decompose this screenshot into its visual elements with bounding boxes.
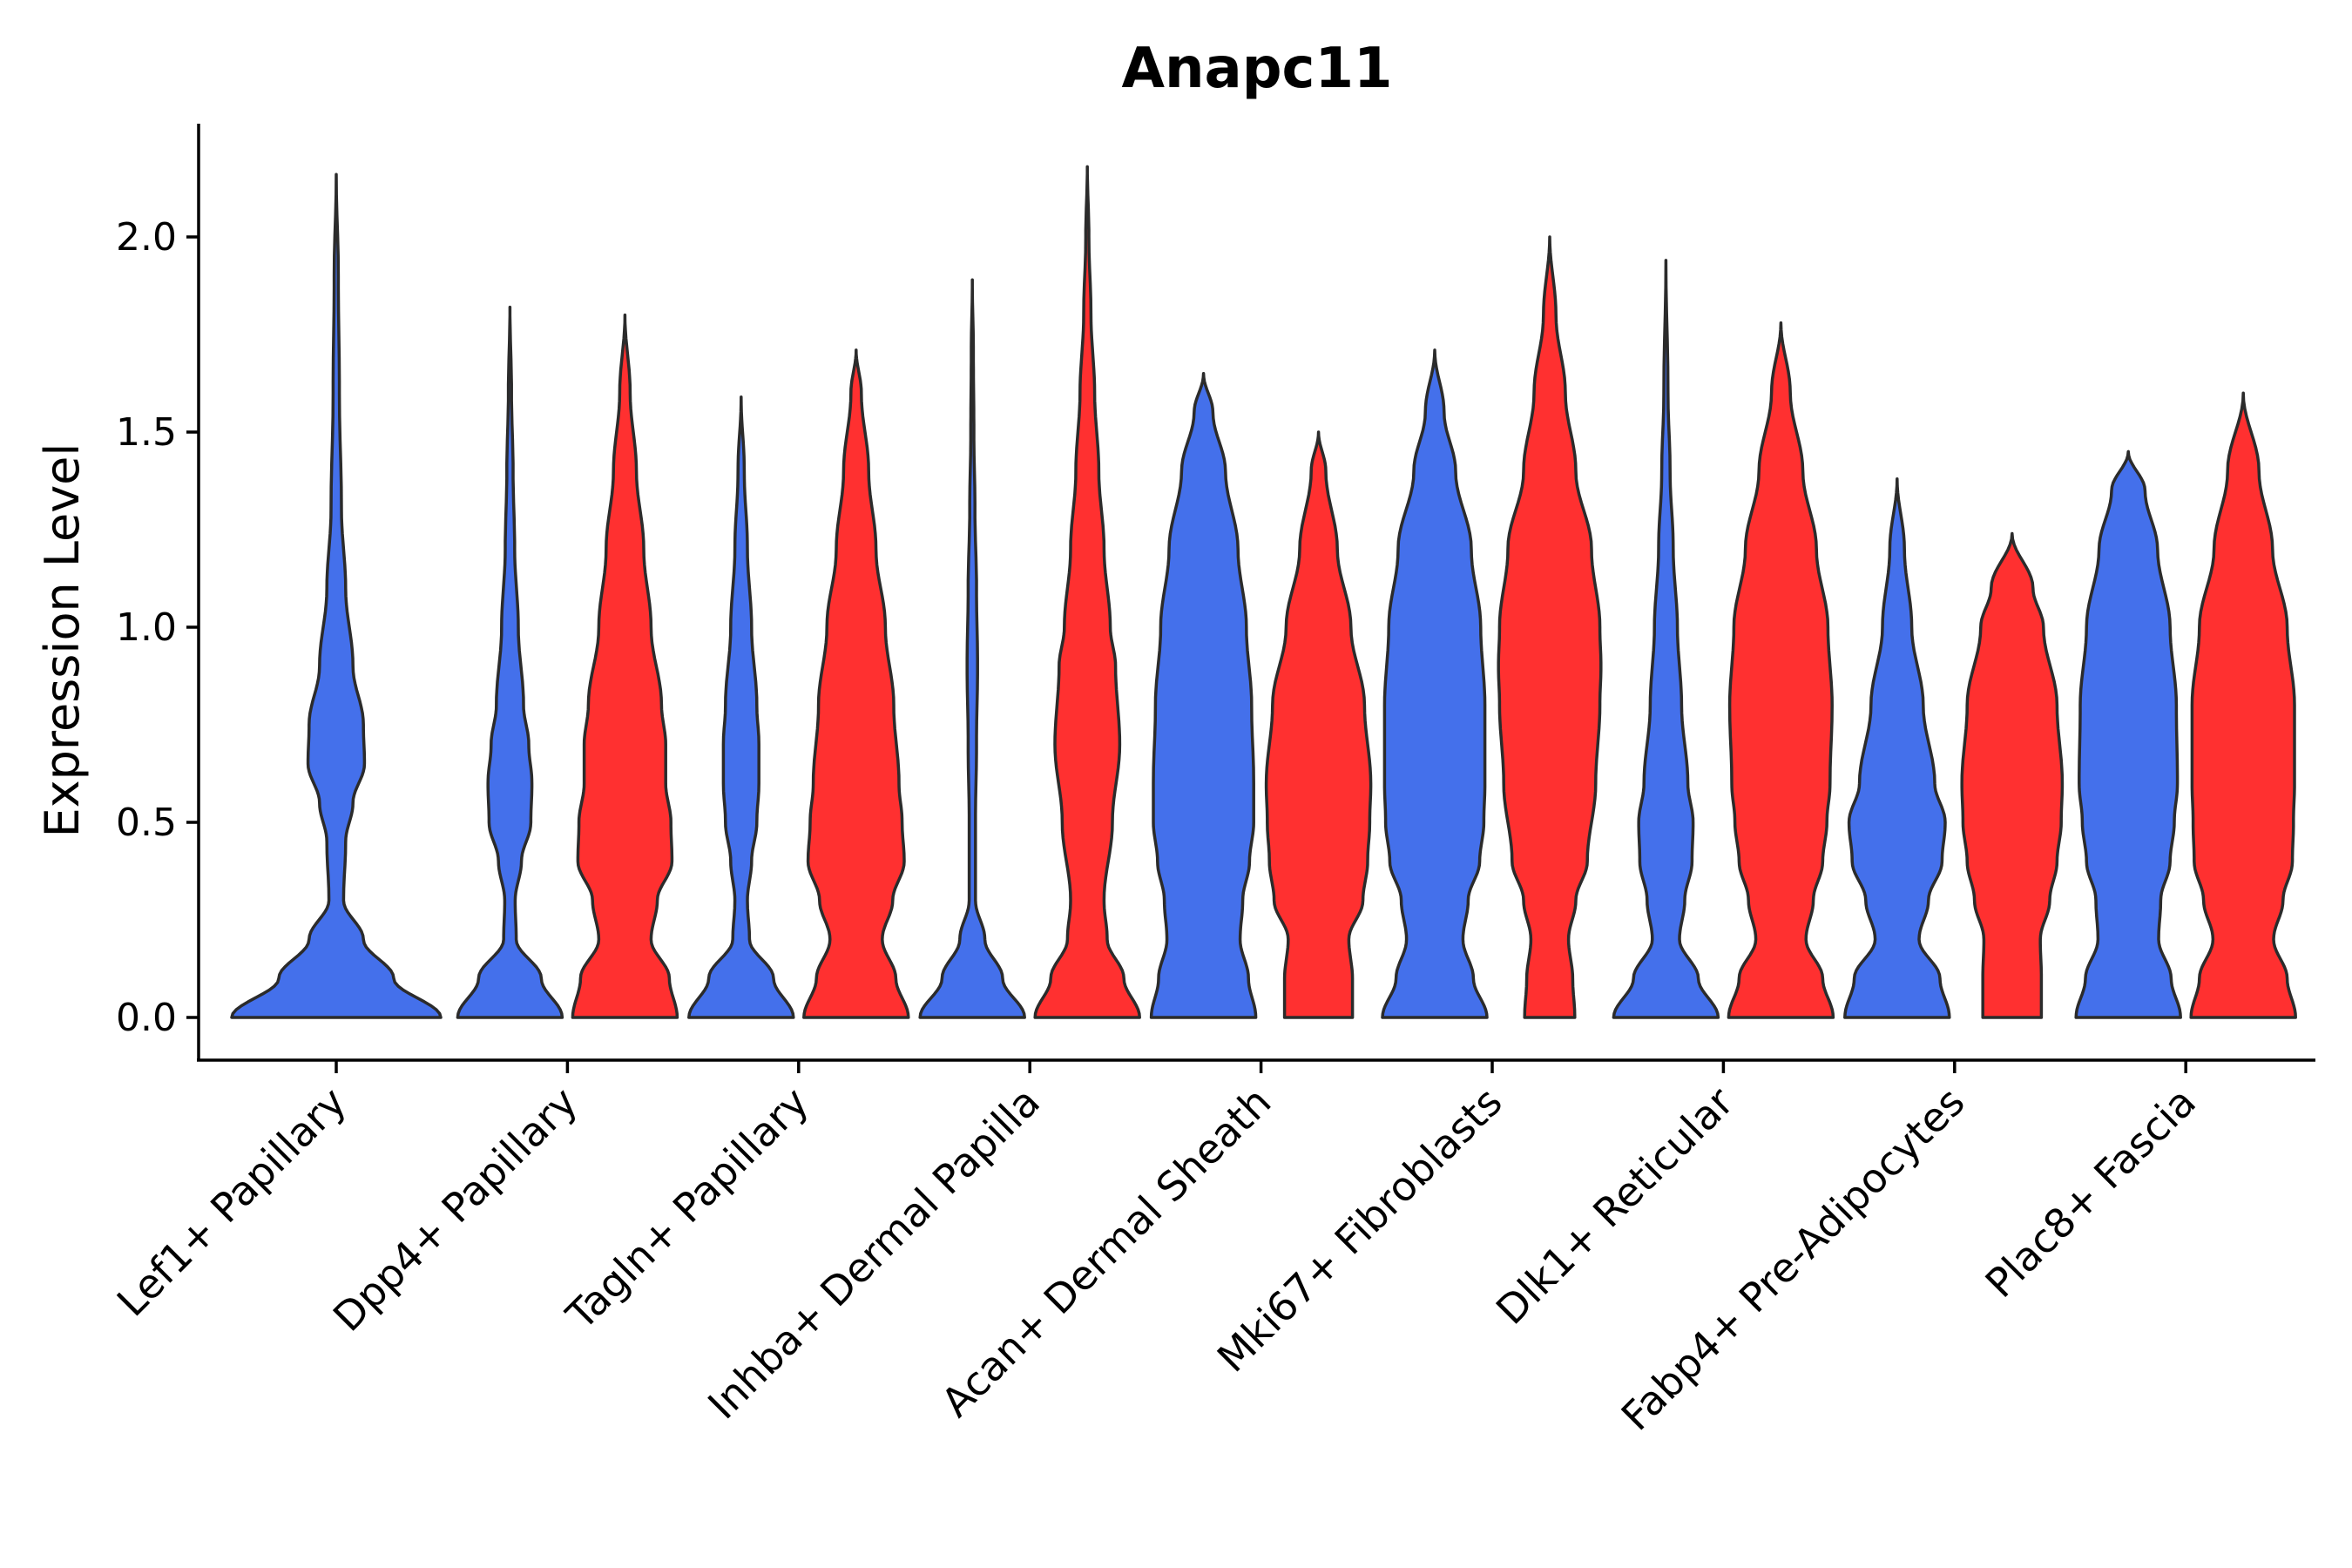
violin-group1-5 [1381,348,1489,1019]
violin-group2-2 [802,348,910,1019]
x-tick-label: Dlk1+ Reticular [1487,1078,1742,1334]
violin-group2-5 [1497,235,1603,1019]
violin-group2-1 [571,313,679,1019]
x-tick-label: Lef1+ Papillary [108,1078,355,1326]
violin-group2-7 [1960,531,2065,1019]
violin-group1-6 [1612,259,1720,1019]
violin-group1-1 [456,305,564,1019]
violin-group2-8 [2189,391,2297,1019]
violin-group1-3 [918,278,1026,1019]
violin-layer [230,165,2297,1019]
x-tick-label: Plac8+ Fascia [1977,1078,2205,1307]
violin-group1-4 [1149,372,1258,1019]
y-tick-label: 2.0 [116,215,177,260]
y-axis-label: Expression Level [35,443,90,838]
chart-title: Anapc11 [1121,37,1392,101]
x-tick-label: Dpp4+ Papillary [324,1078,586,1341]
violin-group1-8 [2074,449,2182,1019]
y-ticks: 0.0 0.5 1.0 1.5 2.0 [116,215,199,1040]
y-tick-label: 1.0 [116,605,177,650]
y-tick-label: 0.5 [116,801,177,845]
violin-group2-4 [1264,430,1373,1019]
violin-group1-7 [1843,477,1951,1019]
violin-group2-3 [1033,165,1141,1019]
violin-group1-2 [687,395,795,1019]
violin-group1-0 [230,172,443,1019]
y-tick-label: 0.0 [116,996,177,1040]
x-tick-label: Tagln+ Papillary [557,1078,818,1340]
y-tick-label: 1.5 [116,410,177,455]
violin-group2-6 [1727,321,1835,1019]
